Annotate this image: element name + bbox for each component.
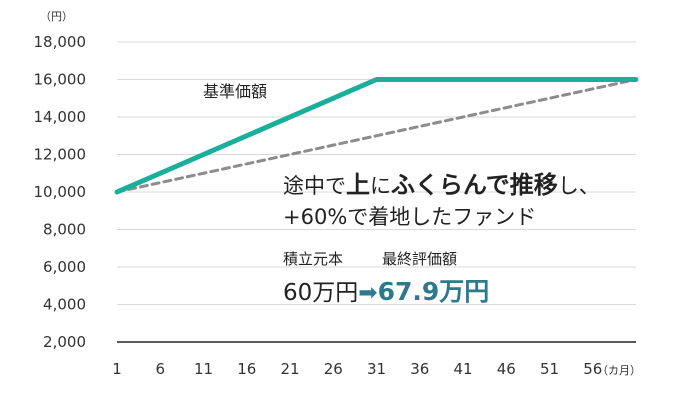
y-tick-label: 10,000 [34,183,87,201]
annotation-bold-2: ふくらんで推移 [391,171,558,199]
principal-and-result: 60万円➡67.9万円 [283,277,489,306]
x-tick-label: 16 [237,360,256,378]
series-line-base-price [114,77,639,195]
annotation-line-1: 途中で上にふくらんで推移し、 [283,171,600,199]
x-tick-label: 56 [583,360,602,378]
y-unit-label: （円） [40,10,73,23]
evaluation-value: 67.9万円 [378,277,490,306]
x-tick-label: 26 [324,360,343,378]
x-tick-label: 46 [497,360,516,378]
series-line-principal [115,78,638,194]
series-label-base-price: 基準価額 [203,82,267,101]
annotation-bold-1: 上 [346,171,370,199]
annotation-suffix: し、 [558,174,600,198]
arrow-icon: ➡ [358,280,377,306]
y-tick-label: 14,000 [34,108,87,126]
y-tick-labels: 2,000 4,000 6,000 8,000 10,000 12,000 14,000 16… [34,33,87,351]
annotation-line-2: +60%で着地したファンド [283,205,536,229]
x-unit-label: （カ月） [597,364,641,377]
principal-value: 60万円 [283,280,358,306]
x-tick-label: 51 [540,360,559,378]
principal-label: 積立元本 [283,250,343,268]
y-tick-label: 6,000 [43,258,86,276]
y-tick-label: 2,000 [43,333,86,351]
annotation-mid: に [370,174,391,198]
series-lines [114,77,639,195]
y-tick-label: 18,000 [34,33,87,51]
x-tick-label: 21 [280,360,299,378]
x-tick-label: 36 [410,360,429,378]
y-tick-label: 8,000 [43,221,86,239]
y-tick-label: 12,000 [34,146,87,164]
x-tick-label: 6 [155,360,165,378]
y-tick-label: 4,000 [43,296,86,314]
evaluation-label: 最終評価額 [382,250,457,268]
x-tick-label: 31 [367,360,386,378]
x-tick-labels: 1 6 11 16 21 26 31 36 41 46 51 56 [112,360,602,378]
x-tick-label: 11 [194,360,213,378]
annotation-prefix: 途中で [283,174,346,198]
x-tick-label: 1 [112,360,122,378]
y-tick-label: 16,000 [34,71,87,89]
x-tick-label: 41 [453,360,472,378]
